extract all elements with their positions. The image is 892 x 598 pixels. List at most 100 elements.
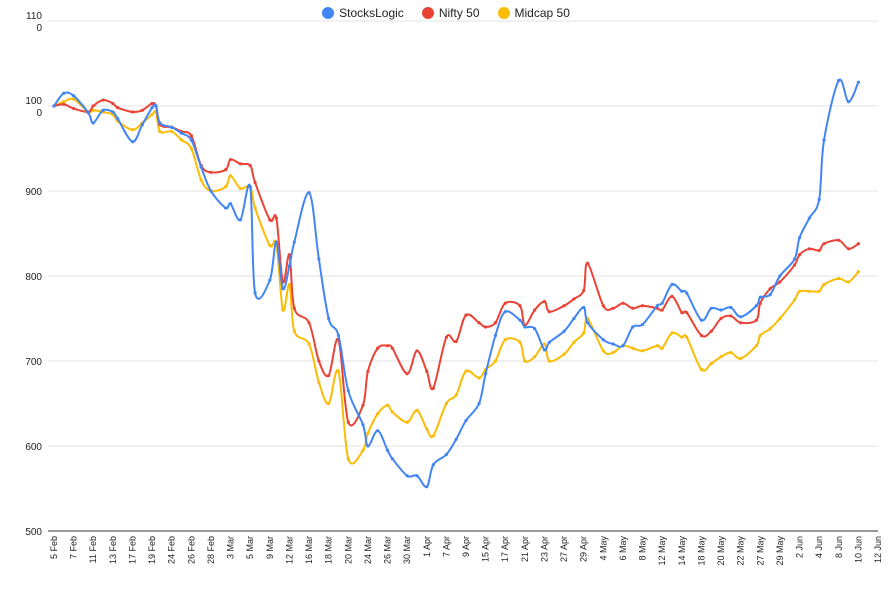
data-point-nifty-50 [547,310,551,314]
data-point-midcap-50 [336,369,341,373]
data-point-nifty-50 [361,403,365,407]
data-point-nifty-50 [562,304,566,308]
data-point-stockslogic [793,257,797,261]
data-point-midcap-50 [601,349,605,353]
x-tick-label: 4 Jun [814,536,824,558]
x-tick-label: 26 Feb [186,536,196,564]
chart-legend: StocksLogic Nifty 50 Midcap 50 [0,6,892,20]
data-point-midcap-50 [425,427,429,431]
data-point-nifty-50 [631,306,635,310]
data-point-midcap-50 [709,361,713,366]
data-point-stockslogic [454,437,458,441]
data-point-stockslogic [274,240,278,244]
data-point-nifty-50 [640,304,645,308]
y-tick-label: 600 [25,442,42,453]
data-point-stockslogic [209,189,213,193]
x-tick-label: 17 Feb [127,536,137,564]
data-point-nifty-50 [150,101,154,106]
data-point-stockslogic [307,191,311,195]
data-point-midcap-50 [778,316,782,321]
x-tick-label: 12 Jun [873,536,883,563]
data-point-midcap-50 [415,408,419,412]
data-point-nifty-50 [425,369,429,373]
data-point-nifty-50 [768,287,772,291]
data-point-midcap-50 [199,178,203,182]
x-tick-label: 28 Feb [206,536,216,564]
data-point-nifty-50 [238,162,242,166]
data-point-stockslogic [228,202,233,206]
legend-swatch [421,7,434,19]
data-point-nifty-50 [797,253,802,257]
data-point-nifty-50 [431,386,435,390]
data-point-midcap-50 [307,342,311,346]
data-point-stockslogic [431,463,435,467]
x-tick-label: 27 Apr [559,536,569,562]
data-point-midcap-50 [670,331,674,335]
data-point-stockslogic [523,325,527,329]
data-point-midcap-50 [611,350,615,355]
data-point-midcap-50 [390,410,395,414]
data-point-nifty-50 [660,308,664,312]
data-point-stockslogic [292,240,296,244]
data-point-stockslogic [425,485,429,489]
data-point-nifty-50 [327,373,331,378]
data-point-stockslogic [72,94,76,98]
data-point-stockslogic [758,295,762,299]
y-tick-label: 900 [25,187,42,198]
data-point-stockslogic [287,264,292,268]
data-point-midcap-50 [493,359,498,363]
data-point-nifty-50 [542,299,547,304]
data-point-stockslogic [253,291,257,295]
legend-swatch [322,7,335,19]
data-point-midcap-50 [846,280,851,284]
data-point-nifty-50 [253,180,257,185]
data-point-nifty-50 [130,110,135,114]
data-point-stockslogic [670,282,674,287]
x-tick-label: 13 Feb [108,536,118,564]
data-point-midcap-50 [739,356,743,361]
data-point-stockslogic [154,104,158,108]
x-tick-label: 26 Mar [383,536,393,564]
x-tick-label: 24 Mar [363,536,373,564]
data-point-stockslogic [601,338,605,342]
data-point-midcap-50 [150,112,154,117]
x-tick-label: 19 Feb [147,536,157,564]
data-point-stockslogic [281,287,285,291]
data-point-nifty-50 [793,263,797,267]
data-point-stockslogic [336,333,341,338]
data-point-nifty-50 [582,288,586,293]
x-tick-label: 29 May [775,536,785,566]
data-point-stockslogic [170,125,174,129]
y-tick-label: 110 [26,11,42,22]
x-tick-label: 7 Feb [69,536,79,559]
data-point-stockslogic [822,138,826,142]
data-point-midcap-50 [253,206,257,210]
data-point-stockslogic [179,131,184,135]
y-tick-label: 100 [25,96,42,107]
data-point-midcap-50 [660,346,664,350]
data-point-nifty-50 [572,297,576,301]
data-point-stockslogic [856,80,860,84]
data-point-nifty-50 [846,247,851,251]
data-point-stockslogic [709,306,713,310]
data-point-midcap-50 [699,367,704,372]
data-point-stockslogic [444,452,448,457]
data-point-nifty-50 [189,134,193,138]
data-point-nifty-50 [670,294,674,298]
data-point-stockslogic [631,325,635,329]
data-point-midcap-50 [807,289,811,293]
data-point-stockslogic [116,117,120,121]
data-point-midcap-50 [856,270,860,274]
series-line-stockslogic [53,78,860,488]
data-point-midcap-50 [631,346,635,350]
data-point-stockslogic [317,257,321,261]
data-point-nifty-50 [739,321,743,325]
data-point-midcap-50 [758,333,762,338]
x-tick-label: 20 Mar [343,536,353,564]
x-tick-label: 1 Apr [422,536,432,557]
x-tick-label: 16 Mar [304,536,314,564]
data-point-nifty-50 [837,238,841,242]
y-tick-label: 800 [25,272,42,283]
data-point-stockslogic [655,304,659,308]
